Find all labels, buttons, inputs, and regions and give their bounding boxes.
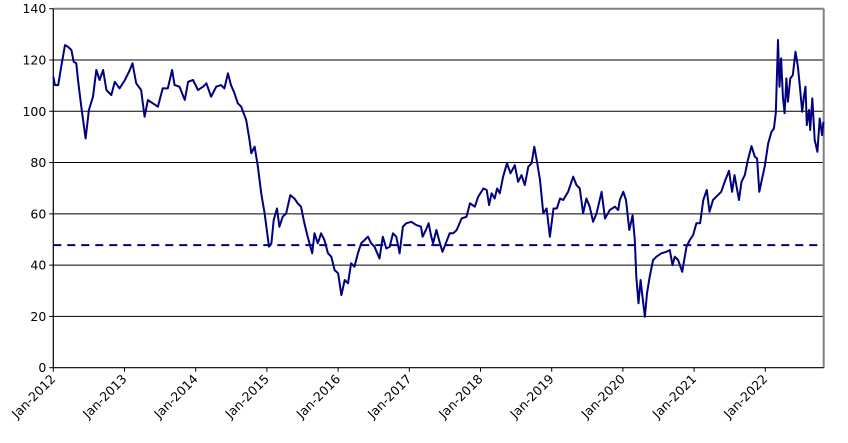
series: [52, 39, 825, 318]
x-tick-label: Jan-2016: [293, 371, 344, 422]
y-tick-label: 80: [30, 155, 46, 170]
x-tick-label: Jan-2019: [506, 371, 557, 422]
x-tick-label: Jan-2018: [435, 371, 486, 422]
y-tick-label: 100: [22, 104, 46, 119]
x-axis: Jan-2012 Jan-2013 Jan-2014 Jan-2015 Jan-2016…: [8, 367, 771, 422]
x-tick-label: Jan-2022: [720, 371, 771, 422]
y-tick-label: 120: [22, 52, 46, 67]
y-tick-label: 40: [30, 258, 46, 273]
x-tick-label: Jan-2021: [649, 371, 700, 422]
x-tick-label: Jan-2020: [577, 371, 628, 422]
x-tick-label: Jan-2014: [150, 371, 201, 422]
x-tick-label: Jan-2013: [79, 371, 130, 422]
price-series-line: [52, 39, 825, 318]
y-tick-label: 60: [30, 206, 46, 221]
plot-frame: [52, 7, 825, 369]
y-tick-label: 0: [38, 360, 46, 375]
x-tick-label: Jan-2012: [8, 371, 59, 422]
x-tick-label: Jan-2015: [221, 371, 272, 422]
y-axis: 0 20 40 60 80 100 120 140: [22, 1, 54, 375]
y-tick-label: 140: [22, 1, 46, 16]
gridlines: [53, 59, 824, 317]
x-tick-label: Jan-2017: [364, 371, 415, 422]
y-tick-label: 20: [30, 309, 46, 324]
